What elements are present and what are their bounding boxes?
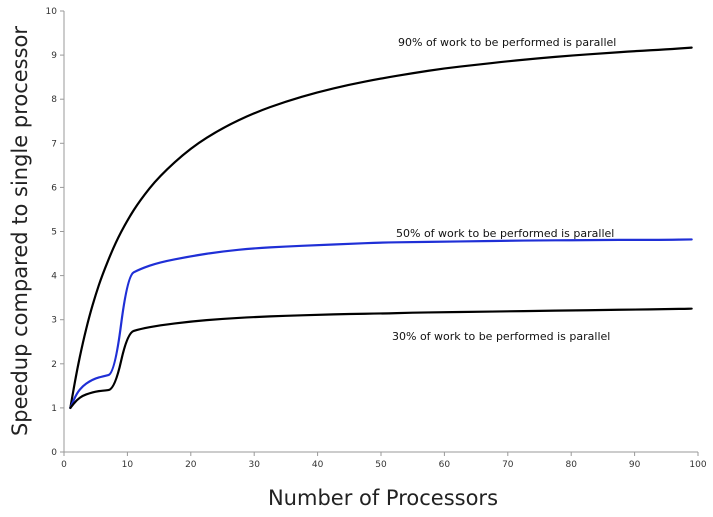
- y-axis-title: Speedup compared to single processor: [8, 26, 32, 436]
- y-tick-label: 0: [51, 448, 57, 458]
- x-tick-label: 70: [502, 460, 514, 470]
- y-tick-label: 7: [51, 139, 57, 149]
- x-tick-label: 20: [185, 460, 197, 470]
- x-tick-label: 90: [629, 460, 641, 470]
- axes-layer: 0 10 20 30 40 50 60 70 80 90 100 0 1 2 3 4 5 6 7 8 9 10: [46, 7, 707, 470]
- y-tick-label: 3: [51, 316, 57, 326]
- x-tick-label: 30: [248, 460, 260, 470]
- x-tick-label: 0: [61, 460, 67, 470]
- x-axis-title: Number of Processors: [268, 486, 498, 510]
- x-tick-label: 50: [375, 460, 387, 470]
- y-tick-label: 6: [51, 183, 57, 193]
- y-tick-label: 9: [51, 51, 57, 61]
- y-tick-label: 10: [46, 7, 58, 17]
- series-30-percent-line: [69, 307, 693, 409]
- series-50-percent-line: [69, 238, 693, 409]
- y-tick-label: 4: [51, 272, 57, 282]
- x-tick-label: 80: [565, 460, 577, 470]
- y-tick-label: 8: [51, 95, 57, 105]
- annotation-30-percent: 30% of work to be performed is parallel: [392, 330, 610, 343]
- annotation-layer: 90% of work to be performed is parallel …: [392, 36, 616, 343]
- y-tick-label: 1: [51, 404, 57, 414]
- annotation-90-percent: 90% of work to be performed is parallel: [398, 36, 616, 49]
- x-tick-label: 100: [689, 460, 706, 470]
- series-90-percent-line: [69, 46, 693, 409]
- x-tick-label: 60: [439, 460, 451, 470]
- annotation-50-percent: 50% of work to be performed is parallel: [396, 227, 614, 240]
- y-tick-label: 2: [51, 360, 57, 370]
- x-tick-label: 10: [122, 460, 134, 470]
- y-tick-label: 5: [51, 228, 57, 238]
- series-layer: [69, 46, 693, 409]
- x-tick-label: 40: [312, 460, 324, 470]
